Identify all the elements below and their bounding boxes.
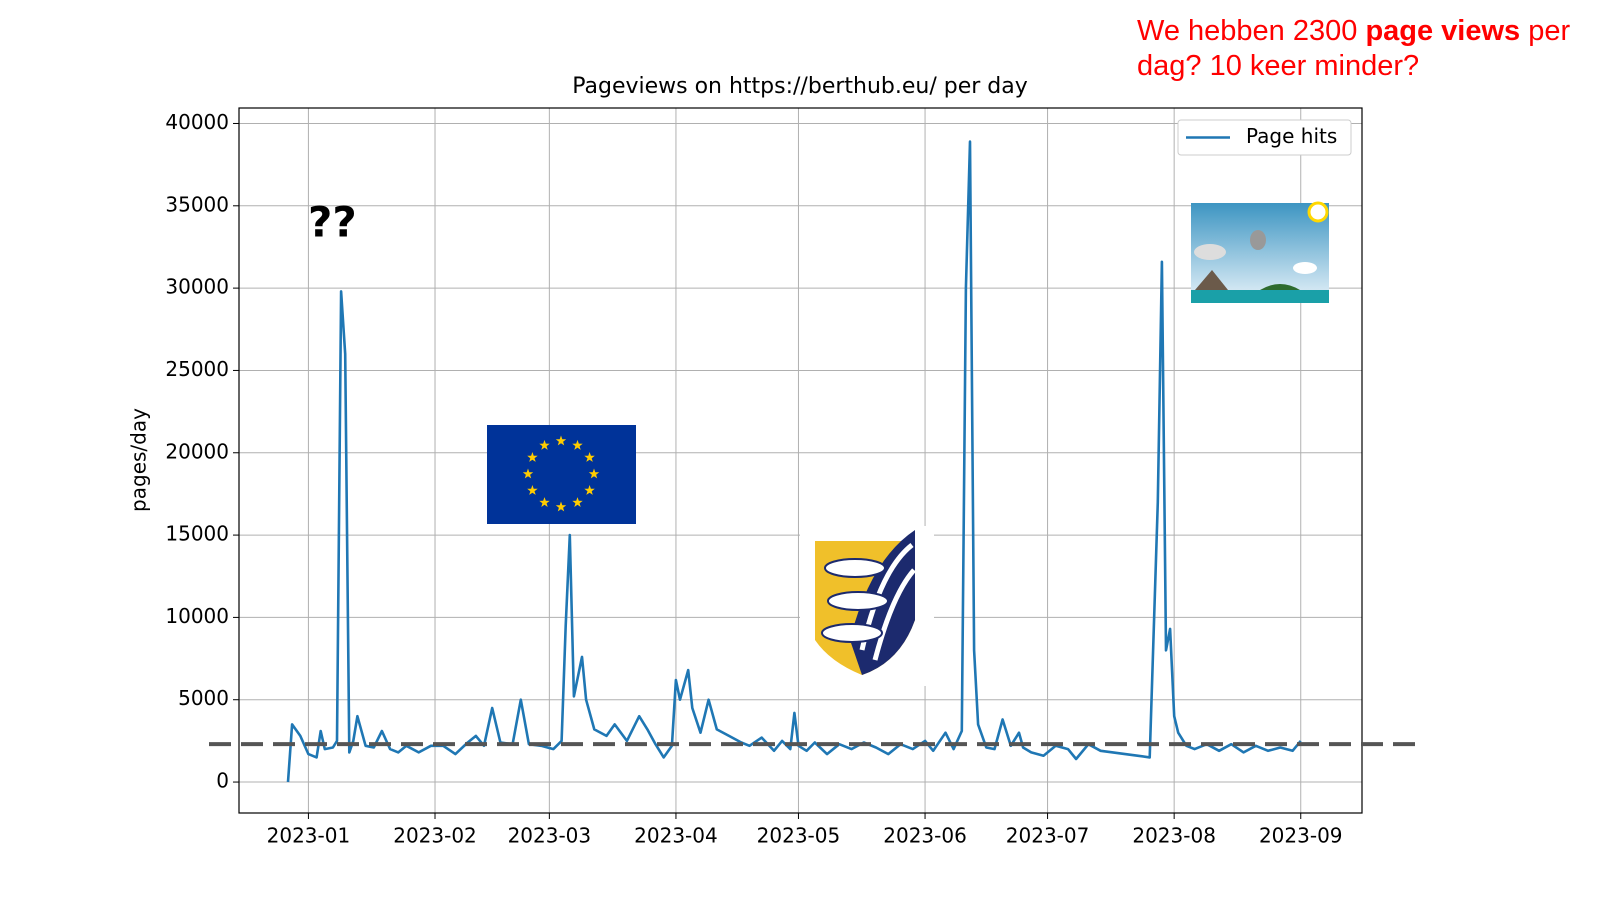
star (584, 485, 595, 495)
x-tick-label: 2023-08 (1132, 824, 1216, 848)
y-tick-label: 5000 (178, 686, 229, 710)
climate-illustration (1191, 201, 1329, 303)
legend-label: Page hits (1246, 124, 1337, 148)
y-tick-label: 20000 (165, 439, 229, 463)
y-tick-label: 40000 (165, 110, 229, 134)
x-tick-label: 2023-05 (757, 824, 841, 848)
chart-title: Pageviews on https://berthub.eu/ per day (572, 74, 1028, 99)
x-tick-label: 2023-07 (1006, 824, 1090, 848)
star (539, 497, 550, 507)
note: We hebben 2300 page views per dag? 10 ke… (1137, 14, 1607, 84)
x-tick-label: 2023-01 (267, 824, 351, 848)
y-tick-label: 25000 (165, 357, 229, 381)
y-axis-label: pages/day (127, 408, 151, 512)
star (555, 435, 567, 446)
x-tick-label: 2023-04 (634, 824, 718, 848)
data-line (286, 140, 1302, 783)
note-bold: page views (1365, 15, 1521, 47)
star (522, 468, 534, 479)
coat-of-arms (800, 526, 934, 686)
star (539, 439, 550, 450)
annotation: ?? (308, 198, 357, 247)
legend-box (1177, 119, 1352, 156)
star (572, 497, 583, 507)
x-tick-label: 2023-02 (393, 824, 477, 848)
star (584, 452, 595, 462)
y-tick-label: 30000 (165, 275, 229, 299)
plot-frame (238, 107, 1363, 814)
y-tick-label: 10000 (165, 604, 229, 628)
eu-flag (487, 425, 636, 524)
star (527, 485, 538, 495)
note-text: We hebben 2300 (1137, 15, 1366, 47)
x-tick-label: 2023-06 (883, 824, 967, 848)
star (588, 468, 600, 479)
x-tick-label: 2023-09 (1259, 824, 1343, 848)
y-tick-label: 35000 (165, 192, 229, 216)
star (572, 439, 583, 450)
y-tick-label: 15000 (165, 522, 229, 546)
star (527, 452, 538, 462)
note-text: dag? 10 keer minder? (1137, 50, 1420, 82)
note-text: per (1520, 15, 1571, 47)
y-tick-label: 0 (216, 769, 229, 793)
star (555, 501, 567, 512)
x-tick-label: 2023-03 (508, 824, 592, 848)
